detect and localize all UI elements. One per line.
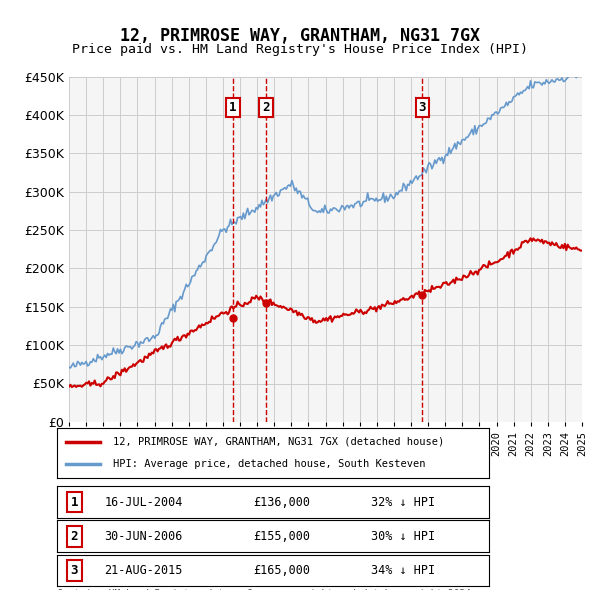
Text: 1: 1 [71, 496, 78, 509]
Text: Price paid vs. HM Land Registry's House Price Index (HPI): Price paid vs. HM Land Registry's House … [72, 43, 528, 56]
Text: HPI: Average price, detached house, South Kesteven: HPI: Average price, detached house, Sout… [113, 459, 425, 469]
Text: 34% ↓ HPI: 34% ↓ HPI [371, 564, 434, 577]
Text: 12, PRIMROSE WAY, GRANTHAM, NG31 7GX (detached house): 12, PRIMROSE WAY, GRANTHAM, NG31 7GX (de… [113, 437, 445, 447]
Text: 3: 3 [419, 101, 426, 114]
Text: 30% ↓ HPI: 30% ↓ HPI [371, 530, 434, 543]
Text: 12, PRIMROSE WAY, GRANTHAM, NG31 7GX: 12, PRIMROSE WAY, GRANTHAM, NG31 7GX [120, 27, 480, 45]
Text: 3: 3 [71, 564, 78, 577]
Text: £165,000: £165,000 [253, 564, 310, 577]
Text: £136,000: £136,000 [253, 496, 310, 509]
Text: 30-JUN-2006: 30-JUN-2006 [104, 530, 182, 543]
Text: 21-AUG-2015: 21-AUG-2015 [104, 564, 182, 577]
Text: 2: 2 [262, 101, 269, 114]
Text: 1: 1 [229, 101, 236, 114]
Text: 2: 2 [71, 530, 78, 543]
Text: 16-JUL-2004: 16-JUL-2004 [104, 496, 182, 509]
Text: 32% ↓ HPI: 32% ↓ HPI [371, 496, 434, 509]
Text: £155,000: £155,000 [253, 530, 310, 543]
